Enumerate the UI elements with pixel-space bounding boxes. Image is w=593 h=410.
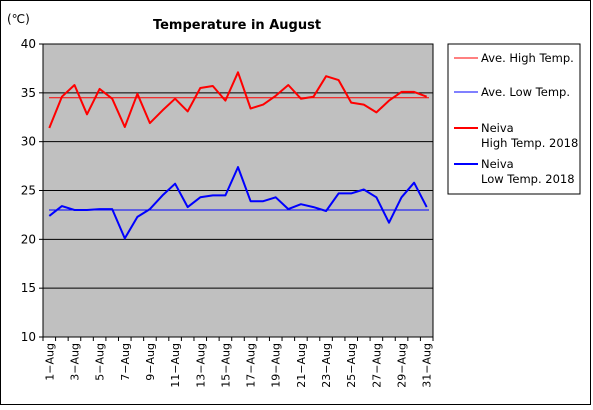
x-tick-label-31: 31−Aug <box>421 343 434 388</box>
x-tick-label-19: 19−Aug <box>270 343 283 388</box>
chart-title: Temperature in August <box>153 18 321 33</box>
plot-area: 10 15 20 25 30 35 40 1−Aug 3−Aug 5−Aug 7−Aug 9−Aug 1… <box>21 37 434 388</box>
legend-label-0: Ave. High Temp. <box>481 51 574 65</box>
x-tick-label-17: 17−Aug <box>245 343 258 388</box>
legend-label-2: Neiva High Temp. 2018 <box>481 121 578 150</box>
legend-box <box>447 43 581 195</box>
x-tick-label-15: 15−Aug <box>219 343 232 388</box>
x-tick-label-27: 27−Aug <box>370 343 383 388</box>
legend-label-line: High Temp. 2018 <box>481 136 578 150</box>
y-tick-label-25: 25 <box>21 184 36 198</box>
y-tick-label-30: 30 <box>21 135 36 149</box>
x-tick-label-9: 9−Aug <box>144 343 157 381</box>
y-tick-label-20: 20 <box>21 232 36 246</box>
x-tick-label-5: 5−Aug <box>94 343 107 381</box>
x-tick-label-7: 7−Aug <box>119 343 132 381</box>
legend-label-line: Low Temp. 2018 <box>481 172 575 186</box>
legend-label-line: Neiva <box>481 121 514 135</box>
y-tick-label-10: 10 <box>21 330 36 344</box>
x-tick-label-21: 21−Aug <box>295 343 308 388</box>
legend: Ave. High Temp.Ave. Low Temp.Neiva High T… <box>447 43 581 195</box>
x-tick-label-3: 3−Aug <box>68 343 81 381</box>
legend-label-1: Ave. Low Temp. <box>481 85 570 99</box>
x-tick-label-11: 11−Aug <box>169 343 182 388</box>
x-tick-label-1: 1−Aug <box>43 343 56 381</box>
legend-label-line: Ave. High Temp. <box>481 51 574 65</box>
x-tick-label-13: 13−Aug <box>194 343 207 388</box>
legend-label-line: Ave. Low Temp. <box>481 85 570 99</box>
legend-label-3: Neiva Low Temp. 2018 <box>481 157 575 186</box>
legend-label-line: Neiva <box>481 157 514 171</box>
y-tick-label-15: 15 <box>21 281 36 295</box>
y-axis-unit-label: (℃) <box>7 12 30 26</box>
x-tick-label-29: 29−Aug <box>396 343 409 388</box>
series-line-2 <box>48 71 428 129</box>
y-tick-label-40: 40 <box>21 37 36 51</box>
x-tick-label-25: 25−Aug <box>345 343 358 388</box>
x-tick-label-23: 23−Aug <box>320 343 333 388</box>
y-tick-label-35: 35 <box>21 86 36 100</box>
series-line-3 <box>48 166 428 240</box>
